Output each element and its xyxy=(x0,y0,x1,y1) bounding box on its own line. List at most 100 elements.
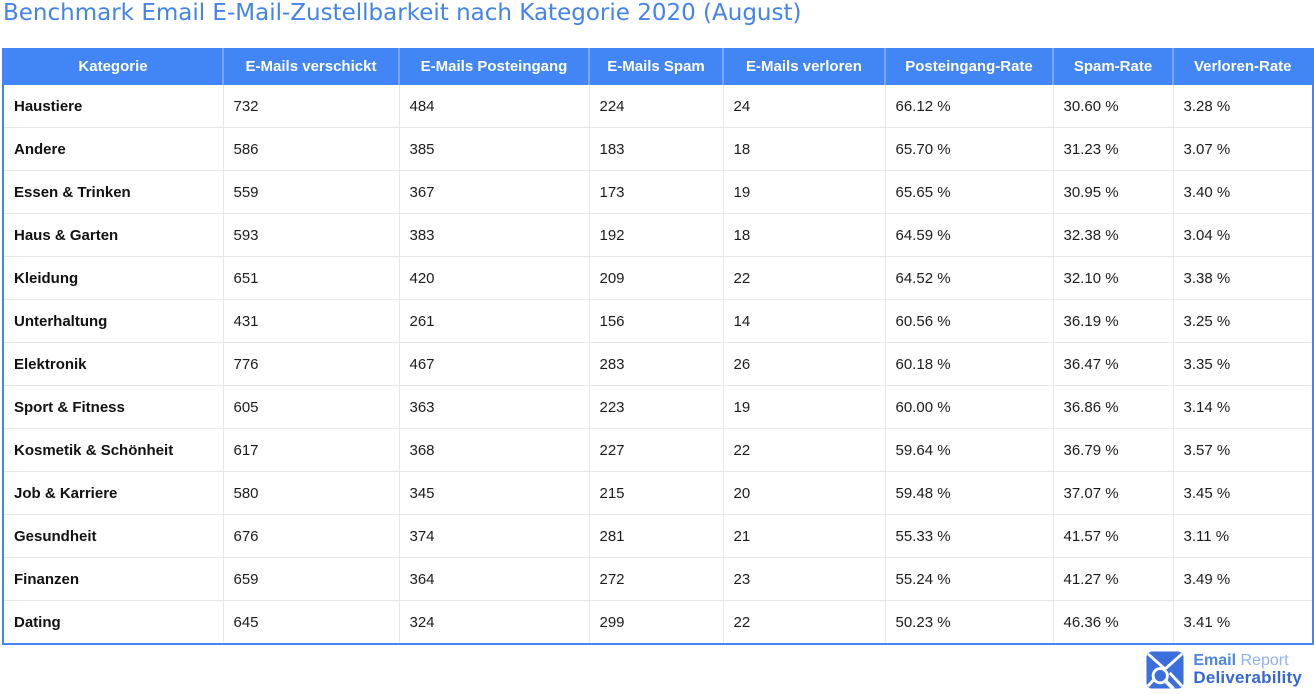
category-cell: Sport & Fitness xyxy=(3,385,224,429)
value-cell: 617 xyxy=(223,428,400,472)
value-cell: 261 xyxy=(399,299,590,343)
logo-word-report: Report xyxy=(1240,651,1289,669)
category-cell: Kosmetik & Schönheit xyxy=(3,428,224,472)
category-cell: Haustiere xyxy=(3,85,224,128)
value-cell: 32.38 % xyxy=(1053,213,1174,257)
value-cell: 676 xyxy=(223,514,400,558)
table-row: Elektronik 776 467 283 26 60.18 % 36.47 % 3.35 … xyxy=(3,342,1313,386)
category-cell: Gesundheit xyxy=(3,514,224,558)
category-cell: Job & Karriere xyxy=(3,471,224,515)
logo-word-deliverability: Deliverability xyxy=(1193,668,1302,688)
value-cell: 20 xyxy=(723,471,886,515)
value-cell: 36.19 % xyxy=(1053,299,1174,343)
table-row: Andere 586 385 183 18 65.70 % 31.23 % 3.07 % xyxy=(3,127,1313,171)
value-cell: 24 xyxy=(723,85,886,128)
value-cell: 18 xyxy=(723,127,886,171)
value-cell: 183 xyxy=(589,127,724,171)
table-row: Dating 645 324 299 22 50.23 % 46.36 % 3.41 % xyxy=(3,600,1313,644)
value-cell: 467 xyxy=(399,342,590,386)
value-cell: 192 xyxy=(589,213,724,257)
value-cell: 345 xyxy=(399,471,590,515)
value-cell: 173 xyxy=(589,170,724,214)
value-cell: 3.40 % xyxy=(1173,170,1313,214)
value-cell: 36.86 % xyxy=(1053,385,1174,429)
value-cell: 3.11 % xyxy=(1173,514,1313,558)
envelope-magnifier-icon xyxy=(1146,651,1184,690)
value-cell: 36.79 % xyxy=(1053,428,1174,472)
value-cell: 732 xyxy=(223,85,400,128)
column-header-4: E-Mails verloren xyxy=(723,48,886,85)
category-cell: Kleidung xyxy=(3,256,224,300)
value-cell: 19 xyxy=(723,385,886,429)
value-cell: 383 xyxy=(399,213,590,257)
value-cell: 32.10 % xyxy=(1053,256,1174,300)
value-cell: 586 xyxy=(223,127,400,171)
value-cell: 3.28 % xyxy=(1173,85,1313,128)
table-row: Kleidung 651 420 209 22 64.52 % 32.10 % 3.38 % xyxy=(3,256,1313,300)
category-cell: Andere xyxy=(3,127,224,171)
value-cell: 59.48 % xyxy=(885,471,1054,515)
value-cell: 60.56 % xyxy=(885,299,1054,343)
benchmark-table: Kategorie E-Mails verschickt E-Mails Poste… xyxy=(2,48,1314,645)
value-cell: 367 xyxy=(399,170,590,214)
value-cell: 368 xyxy=(399,428,590,472)
table-row: Sport & Fitness 605 363 223 19 60.00 % 36.86 %… xyxy=(3,385,1313,429)
value-cell: 50.23 % xyxy=(885,600,1054,644)
value-cell: 224 xyxy=(589,85,724,128)
value-cell: 3.25 % xyxy=(1173,299,1313,343)
category-cell: Elektronik xyxy=(3,342,224,386)
value-cell: 3.14 % xyxy=(1173,385,1313,429)
value-cell: 645 xyxy=(223,600,400,644)
value-cell: 59.64 % xyxy=(885,428,1054,472)
value-cell: 65.65 % xyxy=(885,170,1054,214)
value-cell: 41.27 % xyxy=(1053,557,1174,601)
value-cell: 60.18 % xyxy=(885,342,1054,386)
value-cell: 22 xyxy=(723,256,886,300)
value-cell: 21 xyxy=(723,514,886,558)
value-cell: 227 xyxy=(589,428,724,472)
value-cell: 3.45 % xyxy=(1173,471,1313,515)
column-header-7: Verloren-Rate xyxy=(1173,48,1313,85)
value-cell: 3.41 % xyxy=(1173,600,1313,644)
value-cell: 559 xyxy=(223,170,400,214)
table-row: Job & Karriere 580 345 215 20 59.48 % 37.07 % 3… xyxy=(3,471,1313,515)
value-cell: 215 xyxy=(589,471,724,515)
table-row: Haus & Garten 593 383 192 18 64.59 % 32.38 % 3.… xyxy=(3,213,1313,257)
value-cell: 3.57 % xyxy=(1173,428,1313,472)
value-cell: 363 xyxy=(399,385,590,429)
table-row: Kosmetik & Schönheit 617 368 227 22 59.64 % 36… xyxy=(3,428,1313,472)
column-header-1: E-Mails verschickt xyxy=(223,48,400,85)
column-header-2: E-Mails Posteingang xyxy=(399,48,590,85)
category-cell: Essen & Trinken xyxy=(3,170,224,214)
value-cell: 364 xyxy=(399,557,590,601)
value-cell: 66.12 % xyxy=(885,85,1054,128)
table-row: Essen & Trinken 559 367 173 19 65.65 % 30.95 %… xyxy=(3,170,1313,214)
value-cell: 580 xyxy=(223,471,400,515)
value-cell: 209 xyxy=(589,256,724,300)
value-cell: 60.00 % xyxy=(885,385,1054,429)
value-cell: 30.95 % xyxy=(1053,170,1174,214)
value-cell: 605 xyxy=(223,385,400,429)
category-cell: Finanzen xyxy=(3,557,224,601)
value-cell: 272 xyxy=(589,557,724,601)
value-cell: 36.47 % xyxy=(1053,342,1174,386)
table-row: Unterhaltung 431 261 156 14 60.56 % 36.19 % 3.2… xyxy=(3,299,1313,343)
column-header-5: Posteingang-Rate xyxy=(885,48,1054,85)
category-cell: Dating xyxy=(3,600,224,644)
value-cell: 55.24 % xyxy=(885,557,1054,601)
email-report-deliverability-logo: Email Report Deliverability xyxy=(1146,651,1302,690)
value-cell: 65.70 % xyxy=(885,127,1054,171)
value-cell: 41.57 % xyxy=(1053,514,1174,558)
table-row: Gesundheit 676 374 281 21 55.33 % 41.57 % 3.11 … xyxy=(3,514,1313,558)
value-cell: 385 xyxy=(399,127,590,171)
value-cell: 3.04 % xyxy=(1173,213,1313,257)
value-cell: 324 xyxy=(399,600,590,644)
value-cell: 14 xyxy=(723,299,886,343)
value-cell: 3.49 % xyxy=(1173,557,1313,601)
value-cell: 420 xyxy=(399,256,590,300)
value-cell: 431 xyxy=(223,299,400,343)
value-cell: 3.35 % xyxy=(1173,342,1313,386)
value-cell: 64.52 % xyxy=(885,256,1054,300)
logo-text: Email Report Deliverability xyxy=(1193,652,1302,688)
value-cell: 3.38 % xyxy=(1173,256,1313,300)
